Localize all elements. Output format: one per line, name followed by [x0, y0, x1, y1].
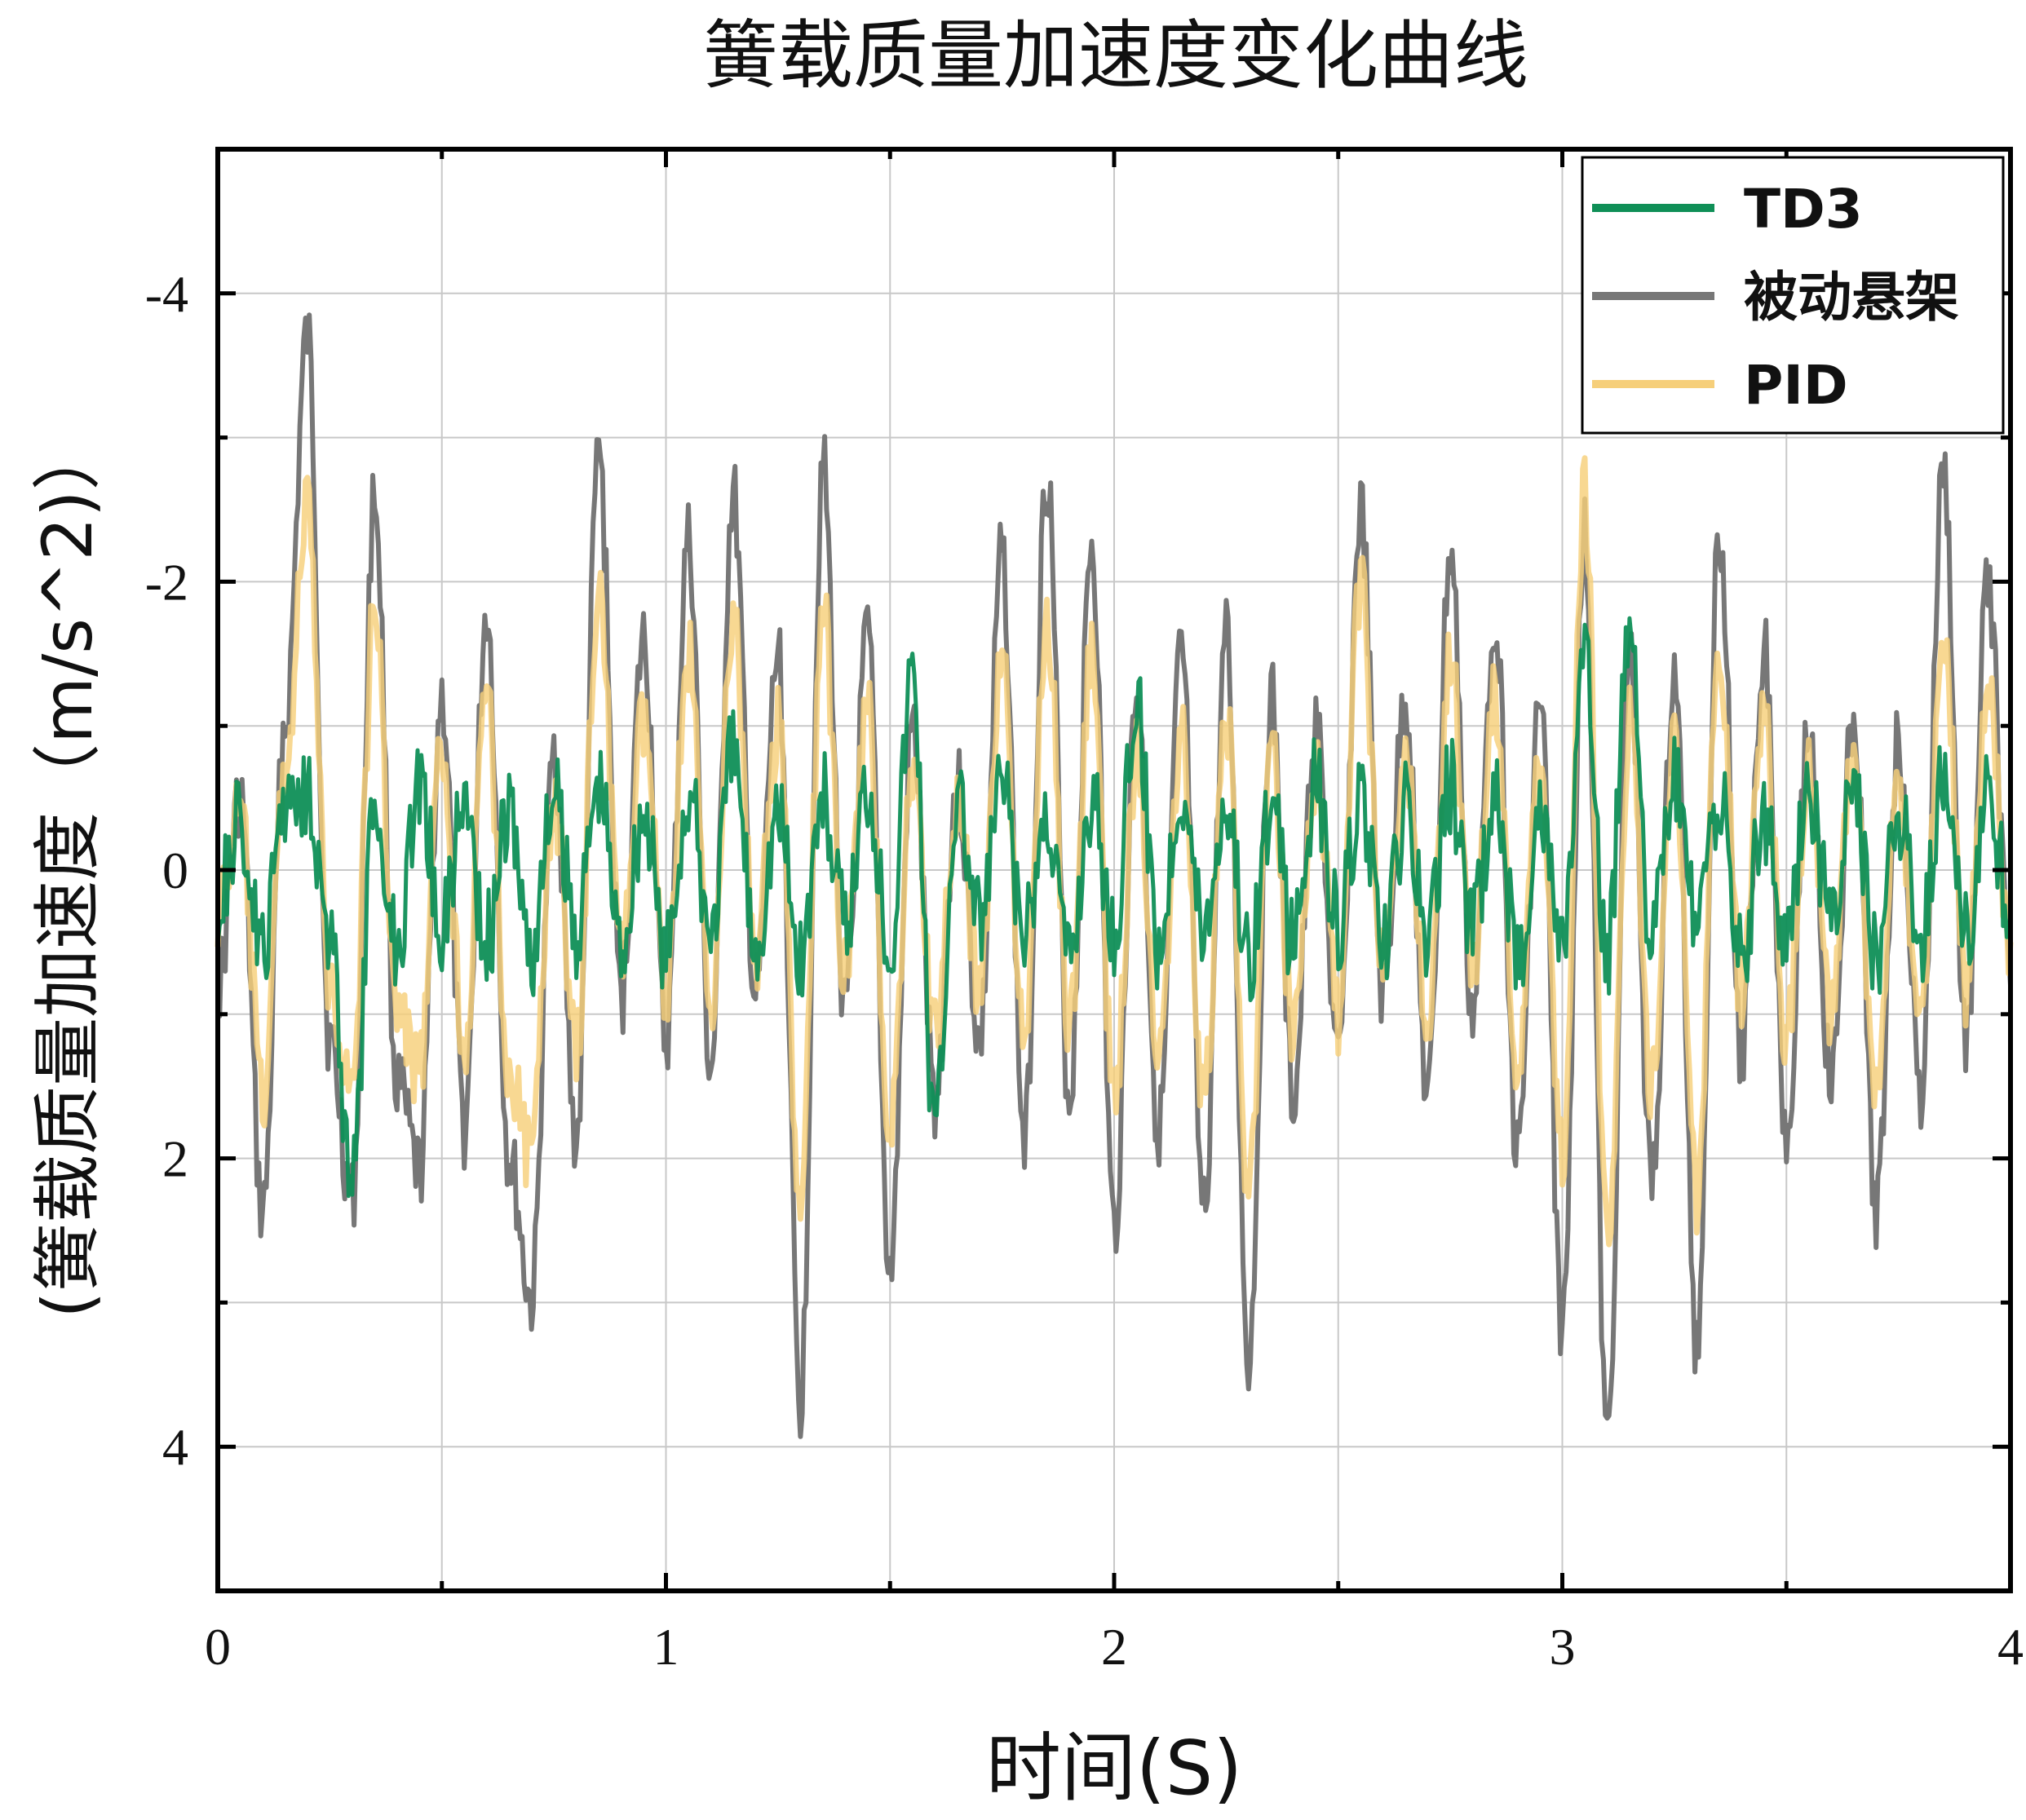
y-tick-label: 4: [162, 1418, 188, 1476]
y-tick-label: 2: [162, 1130, 188, 1188]
legend-label: TD3: [1744, 178, 1863, 241]
x-tick-label: 3: [1550, 1618, 1576, 1676]
y-axis-label: (簧载质量加速度（m/s^2)）: [28, 422, 108, 1318]
x-tick-label: 1: [653, 1618, 679, 1676]
y-tick-label: 0: [162, 842, 188, 899]
series-layer: [215, 312, 2014, 1439]
y-tick-label: -4: [145, 265, 188, 323]
series-line-2: [215, 616, 2013, 1199]
x-axis-label: 时间(S): [986, 1725, 1242, 1812]
chart-title: 簧载质量加速度变化曲线: [703, 12, 1528, 99]
y-tick-label: -2: [145, 553, 188, 611]
x-tick-label: 4: [1997, 1618, 2024, 1676]
legend-label: 被动悬架: [1744, 266, 1959, 329]
tick-labels: 0 1 2 3 4 -4 -2 0 2 4: [145, 265, 2024, 1676]
x-tick-label: 0: [205, 1618, 231, 1676]
legend-label: PID: [1744, 354, 1848, 417]
ticks: [215, 147, 2013, 1593]
series-line-1: [215, 455, 2014, 1248]
x-tick-label: 2: [1101, 1618, 1127, 1676]
legend: TD3 被动悬架 PID: [1581, 156, 2005, 435]
